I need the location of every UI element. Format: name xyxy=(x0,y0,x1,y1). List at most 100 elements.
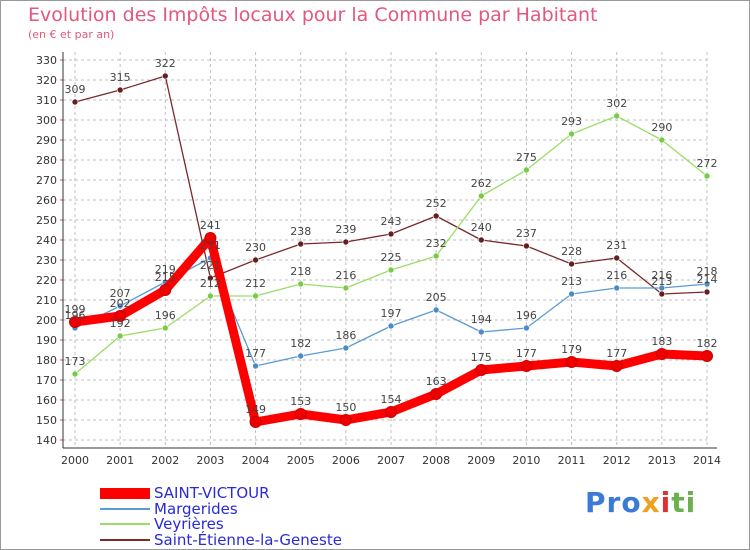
data-point-veyrieres xyxy=(658,136,666,144)
data-label-saint-victour: 150 xyxy=(335,401,356,414)
chart-title: Evolution des Impôts locaux pour la Comm… xyxy=(28,4,598,26)
data-label-saint-victour: 202 xyxy=(110,297,131,310)
y-tick-label: 150 xyxy=(36,414,57,427)
x-tick-label: 2011 xyxy=(558,454,586,467)
data-point-veyrieres xyxy=(477,192,485,200)
data-point-saint-victour xyxy=(475,364,488,376)
data-point-saint-etienne-la-geneste xyxy=(342,238,350,246)
data-label-saint-victour: 199 xyxy=(65,303,86,316)
data-label-saint-victour: 241 xyxy=(200,219,221,232)
data-label-saint-etienne-la-geneste: 322 xyxy=(155,57,176,70)
data-label-saint-etienne-la-geneste: 243 xyxy=(381,215,402,228)
grid xyxy=(63,52,708,446)
data-label-margerides: 213 xyxy=(561,275,582,288)
data-point-saint-victour xyxy=(69,316,81,328)
x-tick-label: 2010 xyxy=(512,454,540,467)
data-labels: 199 202 215 241 149 153 150 154 163 175 177 179 177 1… xyxy=(65,57,718,416)
data-point-margerides xyxy=(116,302,124,310)
x-tick-label: 2000 xyxy=(61,454,89,467)
data-point-saint-victour xyxy=(520,360,533,372)
data-point-saint-victour xyxy=(610,360,623,372)
chart-subtitle: (en € et par an) xyxy=(28,28,115,41)
data-label-saint-etienne-la-geneste: 315 xyxy=(110,71,131,84)
x-tick-label: 2009 xyxy=(467,454,495,467)
y-tick-label: 160 xyxy=(36,394,57,407)
data-label-saint-etienne-la-geneste: 231 xyxy=(606,239,627,252)
data-label-saint-etienne-la-geneste: 240 xyxy=(471,221,492,234)
data-point-saint-etienne-la-geneste xyxy=(477,236,485,244)
y-tick-label: 290 xyxy=(36,134,57,147)
data-label-saint-victour: 175 xyxy=(471,351,492,364)
data-label-margerides: 219 xyxy=(155,263,176,276)
data-point-saint-victour xyxy=(655,348,668,360)
data-point-veyrieres xyxy=(703,172,711,180)
data-point-veyrieres xyxy=(207,292,214,300)
data-point-margerides xyxy=(523,324,530,332)
data-label-saint-etienne-la-geneste: 221 xyxy=(200,259,221,272)
data-label-veyrieres: 262 xyxy=(471,177,492,190)
data-point-saint-victour xyxy=(701,350,713,362)
data-label-saint-victour: 149 xyxy=(245,403,266,416)
data-point-margerides xyxy=(297,352,305,360)
data-point-margerides xyxy=(252,362,259,370)
data-label-saint-etienne-la-geneste: 213 xyxy=(651,275,672,288)
data-label-margerides: 186 xyxy=(335,329,356,342)
x-tick-label: 2012 xyxy=(603,454,631,467)
data-point-saint-victour xyxy=(430,388,443,400)
data-point-saint-etienne-la-geneste xyxy=(387,230,395,238)
data-label-saint-etienne-la-geneste: 238 xyxy=(290,225,311,238)
data-label-veyrieres: 272 xyxy=(697,157,718,170)
data-label-veyrieres: 196 xyxy=(155,309,176,322)
data-point-veyrieres xyxy=(297,280,305,288)
legend-swatch-saint-victour xyxy=(100,488,150,499)
data-label-saint-etienne-la-geneste: 228 xyxy=(561,245,582,258)
data-label-saint-victour: 179 xyxy=(561,343,582,356)
data-point-veyrieres xyxy=(523,166,530,174)
y-tick-label: 220 xyxy=(36,274,57,287)
y-tick-label: 260 xyxy=(36,194,57,207)
series-lines xyxy=(69,72,713,428)
data-label-veyrieres: 212 xyxy=(200,277,221,290)
y-tick-label: 200 xyxy=(36,314,57,327)
data-point-saint-victour xyxy=(159,284,172,296)
data-label-margerides: 196 xyxy=(65,309,86,322)
legend-swatch-veyrieres xyxy=(100,523,150,525)
x-tick-label: 2001 xyxy=(106,454,134,467)
data-point-margerides xyxy=(477,328,485,336)
x-tick-label: 2004 xyxy=(242,454,270,467)
data-point-saint-etienne-la-geneste xyxy=(658,290,666,298)
data-point-saint-victour xyxy=(294,408,307,420)
data-point-veyrieres xyxy=(116,332,124,340)
data-point-veyrieres xyxy=(568,130,575,138)
data-label-saint-etienne-la-geneste: 252 xyxy=(426,197,447,210)
data-point-margerides xyxy=(342,344,350,352)
data-label-margerides: 207 xyxy=(110,287,131,300)
y-tick-label: 140 xyxy=(36,434,57,447)
y-tick-label: 300 xyxy=(36,114,57,127)
data-point-veyrieres xyxy=(342,284,350,292)
y-tick-label: 240 xyxy=(36,234,57,247)
x-tick-label: 2013 xyxy=(648,454,676,467)
data-point-margerides xyxy=(432,306,440,314)
legend-swatch-saint-etienne xyxy=(100,539,150,541)
data-point-saint-etienne-la-geneste xyxy=(161,72,169,80)
proxiti-logo: Proxiti xyxy=(585,486,697,519)
data-label-saint-etienne-la-geneste: 214 xyxy=(697,273,718,286)
data-point-margerides xyxy=(613,284,621,292)
legend-label-margerides: Margerides xyxy=(154,500,238,518)
y-tick-label: 170 xyxy=(36,374,57,387)
legend-swatch-margerides xyxy=(100,508,150,510)
data-label-veyrieres: 218 xyxy=(290,265,311,278)
data-label-veyrieres: 293 xyxy=(561,115,582,128)
data-label-saint-etienne-la-geneste: 237 xyxy=(516,227,537,240)
data-label-saint-victour: 177 xyxy=(516,347,537,360)
data-label-saint-victour: 183 xyxy=(651,335,672,348)
data-point-saint-victour xyxy=(339,414,352,426)
x-tick-label: 2002 xyxy=(151,454,179,467)
data-label-veyrieres: 192 xyxy=(110,317,131,330)
x-tick-label: 2003 xyxy=(196,454,224,467)
data-label-margerides: 216 xyxy=(606,269,627,282)
data-label-margerides: 196 xyxy=(516,309,537,322)
